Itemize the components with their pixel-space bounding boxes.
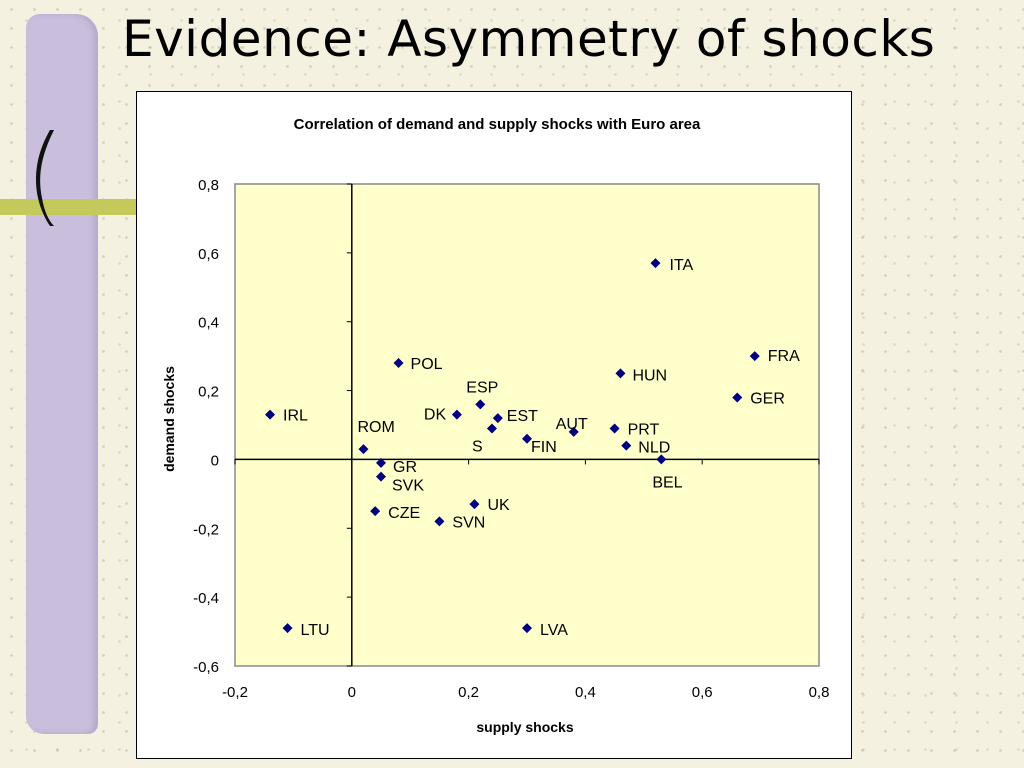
data-label-ltu: LTU [301,622,330,639]
data-point-uk [469,499,480,510]
x-tick-label: -0,2 [222,684,248,701]
data-label-pol: POL [411,356,443,373]
left-bracket-icon [36,130,54,226]
data-label-prt: PRT [628,421,660,438]
data-label-lva: LVA [540,622,568,639]
x-tick-label: 0,8 [809,684,830,701]
data-point-lva [522,623,532,634]
data-point-s [486,423,497,434]
decorative-horizontal-band [0,199,136,215]
y-tick-label: -0,2 [193,521,219,538]
data-label-bel: BEL [652,474,682,491]
x-tick-label: 0,2 [458,684,479,701]
data-label-svn: SVN [452,514,485,531]
data-label-fin: FIN [531,439,557,456]
slide-title: Evidence: Asymmetry of shocks [122,10,936,68]
chart-title: Correlation of demand and supply shocks … [294,116,701,133]
data-label-cze: CZE [388,505,420,522]
data-label-fra: FRA [768,348,800,365]
data-label-dk: DK [424,407,447,424]
plot-area [234,183,820,667]
data-point-nld [621,440,632,451]
data-point-ger [732,392,743,403]
data-point-hun [615,368,626,379]
data-label-irl: IRL [283,408,308,425]
x-tick-label: 0 [348,684,356,701]
data-point-svk [376,471,386,482]
data-label-ita: ITA [669,257,693,274]
y-tick-label: -0,6 [193,659,219,676]
chart-container: Correlation of demand and supply shocks … [136,91,852,759]
data-point-fin [522,433,532,444]
y-tick-label: 0,6 [198,246,219,263]
x-tick-label: 0,4 [575,684,596,701]
y-tick-label: 0,4 [198,315,219,332]
data-point-pol [393,358,404,369]
y-tick-label: -0,4 [193,590,219,607]
data-point-esp [475,399,486,410]
data-point-gr [376,457,386,468]
data-point-ita [650,258,661,269]
data-point-dk [451,409,462,420]
data-point-irl [265,409,276,420]
y-tick-label: 0,8 [198,177,219,194]
data-label-hun: HUN [632,367,667,384]
data-label-nld: NLD [638,440,670,457]
data-point-rom [358,444,369,455]
y-axis-label: demand shocks [161,366,177,472]
data-point-bel [656,454,667,465]
data-label-uk: UK [487,497,510,514]
y-tick-label: 0 [211,452,219,469]
x-tick-label: 0,6 [692,684,713,701]
data-label-aut: AUT [556,416,588,433]
scatter-chart: Correlation of demand and supply shocks … [161,116,830,735]
data-label-esp: ESP [466,379,498,396]
data-point-prt [609,423,620,434]
decorative-left-bar [26,14,98,734]
data-point-est [492,413,503,424]
data-label-ger: GER [750,390,785,407]
data-point-ltu [282,623,293,634]
data-label-est: EST [507,408,538,425]
data-label-gr: GR [393,459,417,476]
data-label-rom: ROM [357,419,394,436]
y-tick-label: 0,2 [198,384,219,401]
x-axis-label: supply shocks [476,719,573,735]
data-point-svn [434,516,445,527]
data-point-fra [749,351,760,362]
data-point-aut [568,426,579,437]
data-point-cze [370,506,381,517]
data-label-svk: SVK [392,478,424,495]
data-label-s: S [472,438,483,455]
